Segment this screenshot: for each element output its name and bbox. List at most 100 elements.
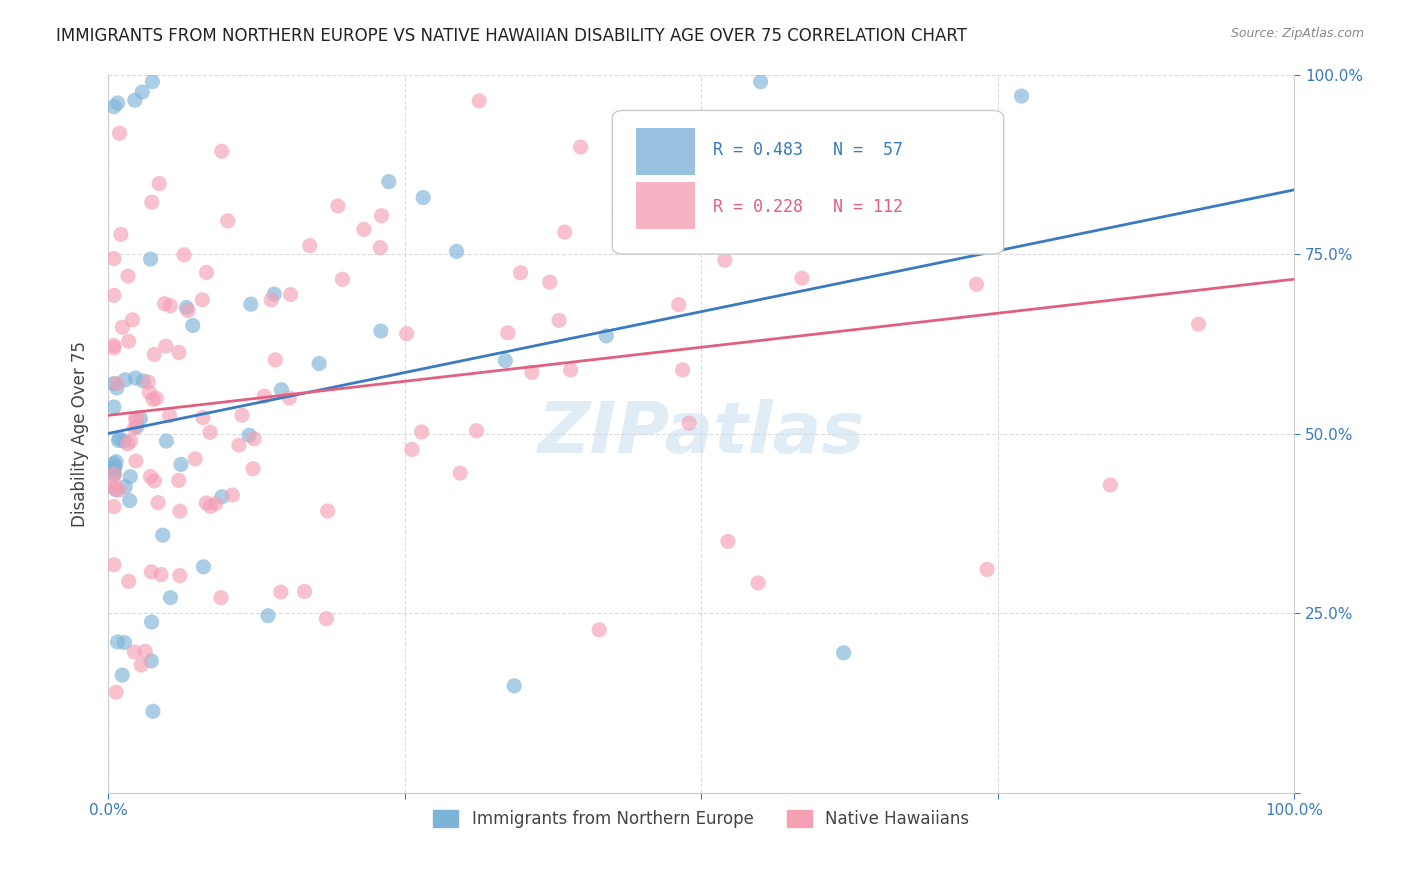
Point (942, 203, 965, 218)
Point (142, 704, 165, 718)
Point (103, 100, 125, 114)
Point (141, 195, 163, 210)
Point (569, 140, 592, 154)
Point (124, 421, 146, 435)
Point (280, 287, 302, 301)
Point (143, 347, 166, 361)
Point (108, 126, 131, 140)
Point (412, 190, 434, 204)
Point (103, 338, 125, 352)
Point (294, 584, 316, 599)
Point (159, 409, 181, 423)
Point (668, 298, 690, 312)
Point (966, 277, 988, 292)
Point (195, 265, 218, 279)
Point (595, 329, 617, 343)
Point (315, 611, 337, 625)
Point (103, 457, 125, 471)
Point (221, 488, 243, 502)
Legend: Immigrants from Northern Europe, Native Hawaiians: Immigrants from Northern Europe, Native … (426, 803, 976, 835)
Point (966, 193, 988, 207)
Point (103, 558, 125, 572)
Point (108, 431, 131, 445)
Point (231, 408, 253, 422)
Point (211, 145, 233, 159)
Point (105, 685, 128, 699)
Point (141, 654, 163, 668)
Point (107, 434, 129, 448)
Point (111, 320, 134, 334)
Point (139, 469, 162, 483)
Point (169, 504, 191, 518)
Point (520, 366, 543, 380)
Point (239, 297, 262, 311)
Point (118, 493, 141, 508)
Text: ZIPatlas: ZIPatlas (537, 399, 865, 468)
Point (111, 668, 134, 682)
Point (353, 222, 375, 236)
Point (503, 679, 526, 693)
Point (170, 458, 193, 472)
Point (548, 313, 571, 327)
Point (411, 425, 433, 439)
Point (177, 303, 200, 318)
Point (790, 271, 813, 285)
Point (124, 412, 146, 426)
Point (278, 391, 301, 405)
Text: R = 0.483   N =  57: R = 0.483 N = 57 (713, 141, 903, 159)
Point (121, 313, 143, 327)
Point (672, 363, 695, 377)
Point (173, 248, 195, 262)
Point (132, 374, 155, 388)
Point (152, 528, 174, 542)
Point (114, 480, 136, 494)
Bar (636, 182, 696, 229)
Point (263, 287, 285, 301)
Point (117, 574, 139, 589)
Point (124, 645, 146, 659)
Point (103, 477, 125, 491)
Point (465, 424, 488, 438)
Point (270, 383, 292, 397)
Point (139, 252, 162, 267)
Point (200, 500, 222, 514)
Point (298, 238, 321, 252)
Point (228, 438, 250, 452)
Point (107, 95, 129, 110)
Point (468, 94, 491, 108)
Point (141, 615, 163, 629)
Point (184, 452, 207, 467)
Point (257, 608, 280, 623)
Point (167, 345, 190, 359)
Point (832, 646, 855, 660)
Point (141, 75, 163, 89)
Point (114, 373, 136, 387)
Point (332, 272, 354, 286)
Point (253, 389, 276, 403)
Point (110, 227, 132, 242)
FancyBboxPatch shape (612, 111, 1004, 254)
Point (103, 481, 125, 495)
Point (446, 244, 468, 259)
Point (260, 293, 283, 307)
Point (496, 326, 519, 340)
Point (747, 576, 769, 591)
Point (1187, 317, 1209, 331)
Point (159, 299, 181, 313)
Point (150, 567, 173, 582)
Point (142, 392, 165, 407)
Point (195, 496, 218, 510)
Point (198, 425, 221, 440)
Point (112, 434, 135, 449)
Point (976, 562, 998, 576)
Point (370, 324, 392, 338)
Point (176, 301, 198, 315)
Point (181, 318, 204, 333)
Point (264, 352, 287, 367)
Point (131, 85, 153, 99)
Point (554, 225, 576, 239)
Point (270, 585, 292, 599)
Point (167, 474, 190, 488)
Point (103, 462, 125, 476)
Point (211, 490, 233, 504)
